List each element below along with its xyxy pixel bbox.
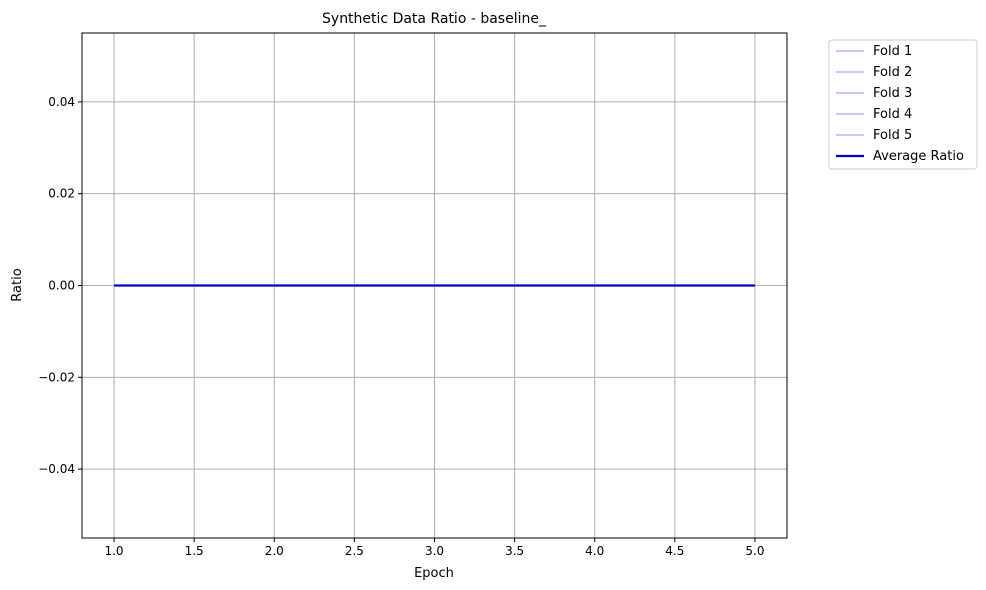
y-axis: 0.04 0.02 0.00 −0.02 −0.04 — [38, 95, 82, 476]
y-tick-label: −0.02 — [38, 370, 75, 384]
y-tick-label: 0.02 — [48, 187, 75, 201]
legend-label: Average Ratio — [873, 149, 964, 164]
legend-label: Fold 4 — [873, 107, 912, 122]
y-tick-label: 0.00 — [48, 279, 75, 293]
y-axis-label: Ratio — [10, 268, 25, 301]
x-tick-label: 4.0 — [585, 544, 604, 558]
chart-title: Synthetic Data Ratio - baseline_ — [322, 11, 547, 27]
x-tick-label: 2.0 — [265, 544, 284, 558]
legend-label: Fold 2 — [873, 65, 912, 80]
y-tick-label: 0.04 — [48, 95, 75, 109]
x-tick-label: 3.5 — [505, 544, 524, 558]
legend-label: Fold 1 — [873, 44, 912, 59]
x-tick-label: 1.5 — [185, 544, 204, 558]
x-axis-label: Epoch — [414, 566, 454, 581]
x-tick-label: 5.0 — [745, 544, 764, 558]
x-tick-label: 3.0 — [425, 544, 444, 558]
x-tick-label: 2.5 — [345, 544, 364, 558]
x-tick-label: 1.0 — [104, 544, 123, 558]
y-tick-label: −0.04 — [38, 462, 75, 476]
x-axis: 1.0 1.5 2.0 2.5 3.0 3.5 4.0 4.5 5.0 — [104, 538, 765, 558]
x-tick-label: 4.5 — [665, 544, 684, 558]
legend-box — [828, 39, 978, 170]
legend-items: Fold 1 Fold 2 Fold 3 Fold 4 Fold 5 Average Ra… — [836, 44, 964, 164]
legend: Fold 1 Fold 2 Fold 3 Fold 4 Fold 5 Average Ra… — [828, 39, 978, 170]
legend-label: Fold 3 — [873, 86, 912, 101]
legend-label: Fold 5 — [873, 128, 912, 143]
